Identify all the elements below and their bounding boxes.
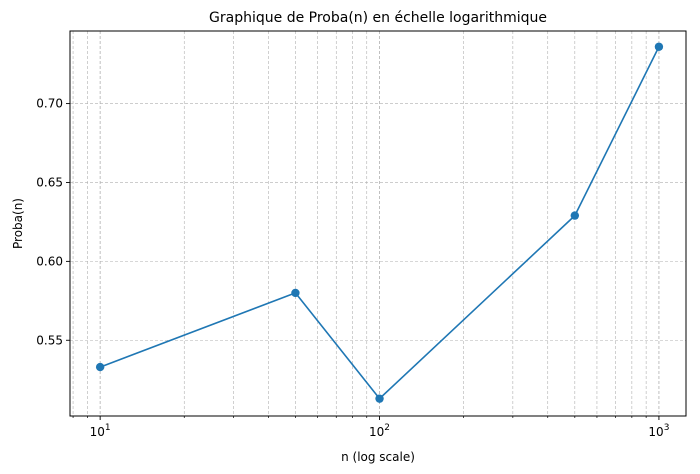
- plot-frame: [69, 30, 687, 417]
- x-tick-base: 10: [90, 425, 105, 439]
- x-tick-label: 101: [90, 423, 111, 439]
- data-point: [570, 211, 580, 220]
- y-tick-label: 0.65: [36, 175, 63, 189]
- y-tick-label: 0.60: [36, 254, 63, 268]
- x-tick-exponent: 3: [664, 423, 670, 433]
- data-point: [95, 362, 105, 372]
- x-axis-title: n (log scale): [341, 450, 415, 464]
- series-layer: [95, 42, 664, 403]
- x-tick-label: 103: [648, 423, 669, 439]
- x-tick-base: 10: [369, 425, 384, 439]
- x-tick-base: 10: [648, 425, 663, 439]
- grid-layer: [70, 31, 686, 416]
- data-point: [375, 394, 384, 403]
- data-point: [291, 288, 300, 298]
- chart-title: Graphique de Proba(n) en échelle logarit…: [209, 10, 547, 26]
- x-tick-exponent: 2: [384, 423, 390, 433]
- y-tick-label: 0.55: [36, 333, 63, 347]
- x-tick-exponent: 1: [105, 423, 111, 433]
- y-tick-label: 0.70: [36, 97, 63, 111]
- x-tick-label: 102: [369, 423, 390, 439]
- data-point: [654, 42, 664, 51]
- y-axis-title: Proba(n): [11, 198, 25, 249]
